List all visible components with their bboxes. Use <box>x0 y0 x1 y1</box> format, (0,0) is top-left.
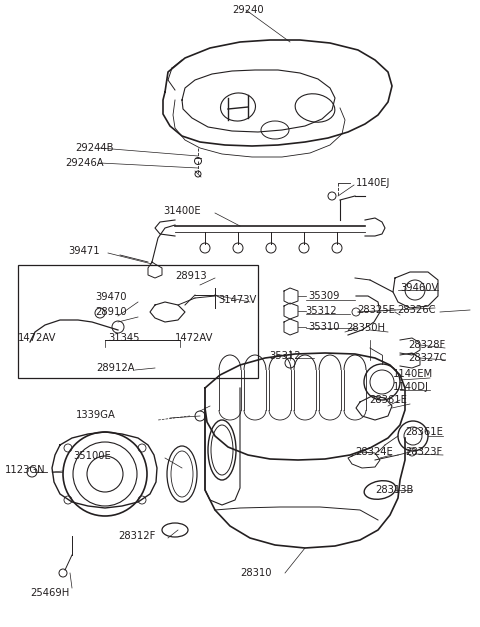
Text: 28312F: 28312F <box>118 531 156 541</box>
Text: 35309: 35309 <box>308 291 339 301</box>
Text: 28324E: 28324E <box>355 447 393 457</box>
Text: 25469H: 25469H <box>30 588 69 598</box>
Text: 28361E: 28361E <box>369 395 407 405</box>
Text: 28310: 28310 <box>240 568 272 578</box>
Text: 1339GA: 1339GA <box>76 410 116 420</box>
Text: 1472AV: 1472AV <box>175 333 214 343</box>
Text: 28328F: 28328F <box>408 340 445 350</box>
Text: 39470: 39470 <box>95 292 127 302</box>
Text: 28912A: 28912A <box>96 363 134 373</box>
Text: 39471: 39471 <box>68 246 100 256</box>
Text: 1140EJ: 1140EJ <box>356 178 390 188</box>
Text: 1472AV: 1472AV <box>18 333 57 343</box>
Text: 35312: 35312 <box>305 306 336 316</box>
Text: 31473V: 31473V <box>218 295 256 305</box>
Text: 29240: 29240 <box>232 5 264 15</box>
Text: 28910: 28910 <box>95 307 127 317</box>
Bar <box>18 265 258 378</box>
Text: 35100E: 35100E <box>73 451 111 461</box>
Text: 28361E: 28361E <box>405 427 443 437</box>
Text: 28350H: 28350H <box>346 323 385 333</box>
Text: 28323F: 28323F <box>405 447 442 457</box>
Text: 31400E: 31400E <box>163 206 201 216</box>
Text: 1140DJ: 1140DJ <box>393 382 429 392</box>
Text: 29246A: 29246A <box>65 158 104 168</box>
Text: 28327C: 28327C <box>408 353 446 363</box>
Text: 28325E: 28325E <box>357 305 395 315</box>
Text: 35310: 35310 <box>308 322 339 332</box>
Text: 29244B: 29244B <box>75 143 113 153</box>
Text: 1123GN: 1123GN <box>5 465 46 475</box>
Text: 28326C: 28326C <box>397 305 435 315</box>
Text: 28313B: 28313B <box>375 485 413 495</box>
Text: 39460V: 39460V <box>400 283 438 293</box>
Text: 31345: 31345 <box>108 333 140 343</box>
Text: 1140EM: 1140EM <box>393 369 433 379</box>
Text: 28913: 28913 <box>175 271 206 281</box>
Text: 35312: 35312 <box>269 351 300 361</box>
